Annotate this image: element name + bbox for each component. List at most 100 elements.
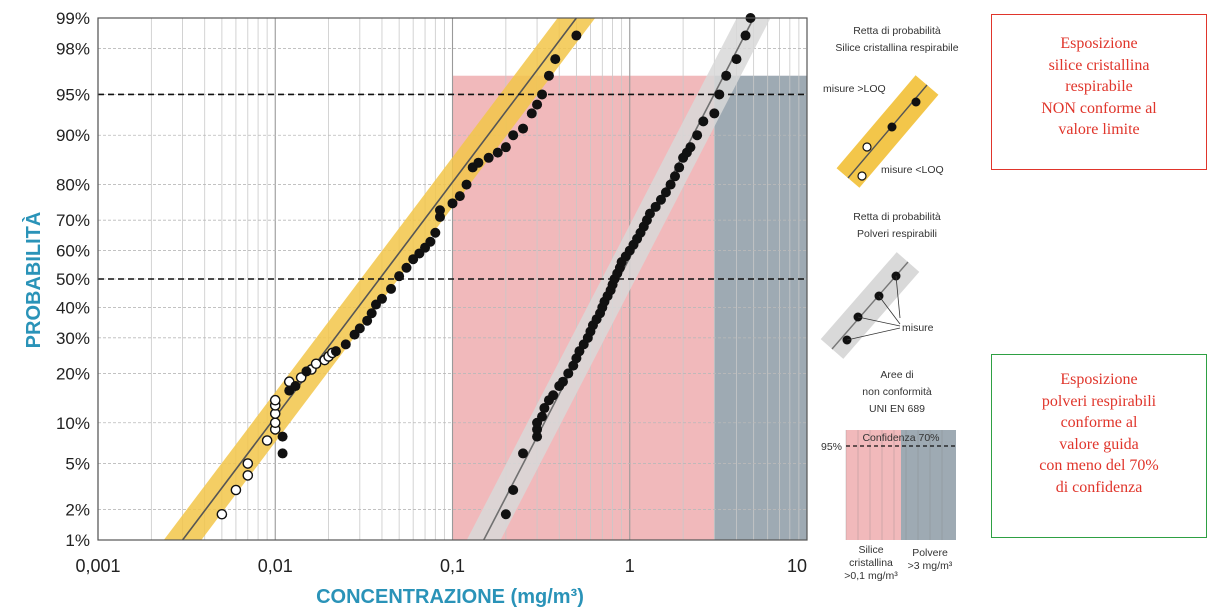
point-polveri [714, 89, 725, 100]
x-tick-label: 10 [787, 556, 807, 576]
legend: Retta di probabilità Silice cristallina r… [820, 25, 959, 582]
note-green-line: valore guida [1059, 435, 1139, 453]
x-tick-label: 1 [625, 556, 635, 576]
legend-above-loq-label: misure >LOQ [823, 83, 886, 95]
point-silice-below-loq [230, 484, 242, 496]
legend-aree-title: UNI EN 689 [869, 403, 925, 415]
point-silice-above-loq [430, 227, 441, 238]
point-polveri [698, 116, 709, 127]
y-tick-label: 70% [56, 211, 90, 230]
point-polveri [557, 376, 568, 387]
point-silice-above-loq [425, 236, 436, 247]
point-silice-above-loq [362, 315, 373, 326]
legend-point-below-loq [862, 142, 872, 152]
point-polveri [532, 431, 543, 442]
point-polveri [721, 70, 732, 81]
note-red-line: valore limite [1058, 121, 1140, 138]
point-silice-above-loq [394, 271, 405, 282]
region-polvere-non-conforme [714, 75, 807, 541]
x-tick-label: 0,001 [75, 556, 120, 576]
point-polveri [669, 171, 680, 182]
x-axis-title: CONCENTRAZIONE (mg/m³) [316, 586, 584, 608]
point-silice-above-loq [508, 130, 519, 141]
point-silice-above-loq [532, 99, 543, 110]
legend-polveri-title: Polveri respirabili [857, 228, 937, 240]
legend-point-below-loq [857, 171, 867, 181]
y-tick-label: 98% [56, 40, 90, 59]
point-polveri [674, 162, 685, 173]
y-tick-label: 50% [56, 270, 90, 289]
plot-frame [97, 17, 808, 541]
point-silice-above-loq [376, 293, 387, 304]
note-red-line: silice cristallina [1048, 56, 1150, 74]
note-green-line: conforme al [1060, 414, 1138, 431]
legend-leader-line [857, 316, 901, 327]
point-silice-below-loq [269, 417, 281, 429]
legend-silice-title: Retta di probabilità [853, 25, 941, 37]
point-silice-above-loq [461, 179, 472, 190]
legend-point-above-loq [887, 122, 897, 132]
note-polveri-conforme: Esposizione polveri respirabili conforme… [991, 354, 1207, 538]
point-silice-below-loq [310, 358, 322, 370]
legend-below-loq-label: misure <LOQ [881, 164, 944, 176]
point-polveri [731, 54, 742, 65]
point-polveri [650, 201, 661, 212]
y-tick-label: 1% [65, 531, 90, 550]
y-axis-title: PROBABILITÀ [22, 212, 45, 349]
legend-polvere-area-label: >3 mg/m³ [908, 560, 953, 572]
y-tick-label: 5% [65, 455, 90, 474]
note-red-line: Esposizione [1060, 35, 1138, 52]
point-polveri [665, 179, 676, 190]
point-silice-above-loq [550, 54, 561, 65]
point-silice-above-loq [340, 339, 351, 350]
point-silice-above-loq [518, 123, 529, 134]
y-tick-label: 90% [56, 126, 90, 145]
y-tick-label: 10% [56, 414, 90, 433]
y-tick-label: 95% [56, 85, 90, 104]
point-polveri [500, 509, 511, 520]
note-green-line: di confidenza [1055, 478, 1143, 496]
point-silice-below-loq [242, 470, 254, 481]
legend-point-above-loq [911, 97, 921, 107]
point-polveri [709, 108, 720, 119]
point-polveri [740, 30, 751, 41]
point-silice-above-loq [401, 262, 412, 273]
point-silice-above-loq [277, 448, 288, 459]
point-polveri [644, 208, 655, 219]
point-silice-above-loq [301, 366, 312, 377]
legend-leader-line [846, 327, 901, 341]
legend-aree-title: Aree di [880, 369, 913, 381]
y-tick-label: 60% [56, 242, 90, 261]
note-green-line: Esposizione [1060, 371, 1138, 388]
point-silice-above-loq [354, 323, 365, 334]
point-polveri [660, 187, 671, 198]
point-silice-above-loq [526, 108, 537, 119]
note-red-line: respirabile [1065, 78, 1133, 95]
y-tick-label: 2% [65, 500, 90, 519]
legend-confidenza-label: Confidenza 70% [862, 432, 939, 444]
legend-silice-area-label: cristallina [849, 557, 893, 569]
point-silice-above-loq [537, 89, 548, 100]
point-silice-above-loq [454, 191, 465, 202]
point-silice-above-loq [277, 431, 288, 442]
point-polveri [548, 390, 559, 401]
point-silice-above-loq [483, 152, 494, 163]
point-silice-below-loq [242, 458, 254, 469]
note-green-line: con meno del 70% [1039, 457, 1159, 474]
point-silice-above-loq [473, 157, 484, 168]
legend-silice-title: Silice cristallina respirabile [835, 42, 958, 54]
note-green-line: polveri respirabili [1041, 392, 1157, 410]
plot-area [97, 13, 808, 541]
point-polveri [508, 485, 519, 496]
point-silice-below-loq [216, 508, 228, 520]
point-silice-above-loq [543, 70, 554, 81]
point-polveri [655, 194, 666, 205]
point-polveri [685, 142, 696, 153]
legend-grey-area [901, 430, 956, 540]
y-tick-label: 80% [56, 176, 90, 195]
x-tick-label: 0,01 [258, 556, 293, 576]
legend-95-label: 95% [821, 441, 842, 453]
point-silice-above-loq [492, 147, 503, 158]
point-polveri [539, 403, 550, 414]
